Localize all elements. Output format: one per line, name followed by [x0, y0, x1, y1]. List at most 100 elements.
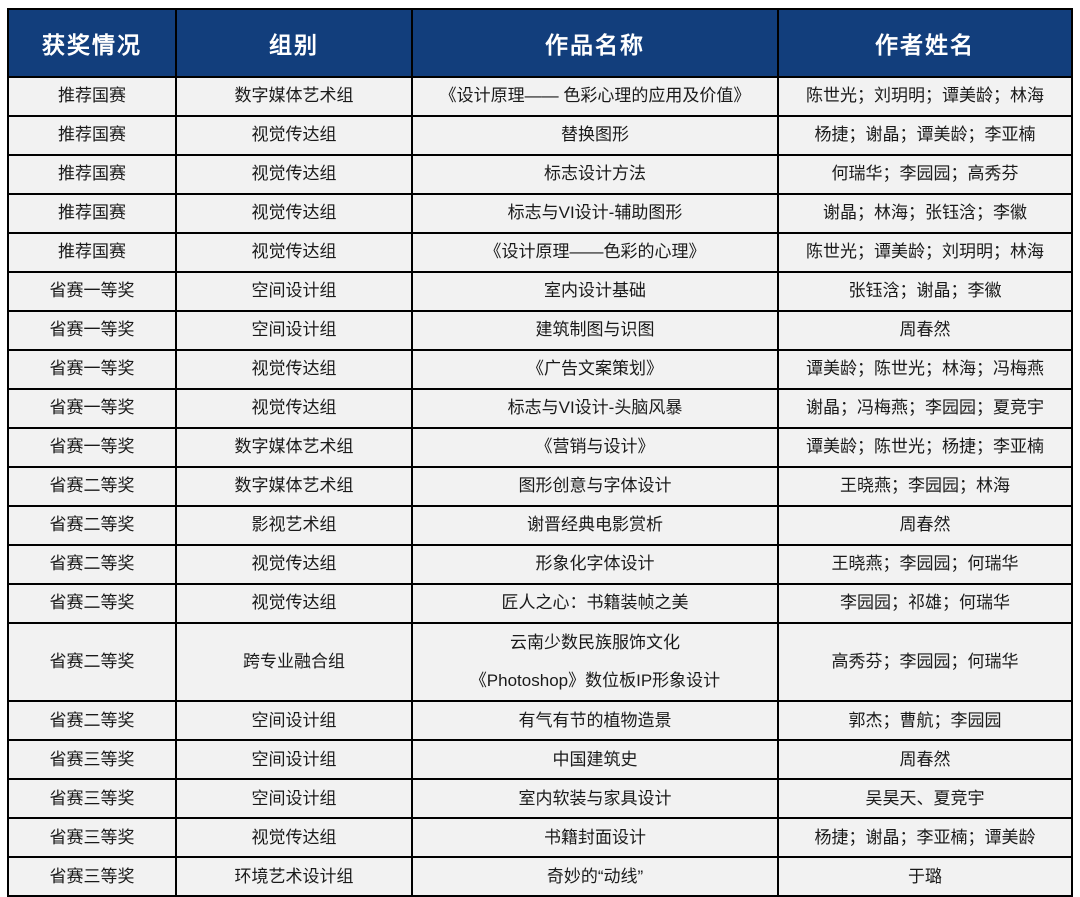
work-title-line: 中国建筑史 — [552, 749, 638, 769]
group-cell: 空间设计组 — [175, 739, 413, 781]
work-cell: 书籍封面设计 — [411, 817, 779, 859]
group-cell: 视觉传达组 — [175, 115, 413, 156]
table-row: 推荐国赛 视觉传达组 《设计原理——色彩的心理》 陈世光；谭美龄；刘玥明；林海 — [7, 232, 1073, 273]
group-cell: 空间设计组 — [175, 310, 413, 351]
work-cell: 中国建筑史 — [411, 739, 779, 781]
table-row: 省赛一等奖 空间设计组 室内设计基础 张钰浛；谢晶；李徽 — [7, 271, 1073, 312]
award-cell: 推荐国赛 — [7, 154, 177, 195]
award-cell: 省赛一等奖 — [7, 271, 177, 312]
work-title-line: 形象化字体设计 — [535, 554, 655, 574]
work-cell: 建筑制图与识图 — [411, 310, 779, 351]
table-body: 推荐国赛 数字媒体艺术组 《设计原理—— 色彩心理的应用及价值》 陈世光；刘玥明… — [7, 76, 1073, 897]
table-row: 省赛一等奖 视觉传达组 《广告文案策划》 谭美龄；陈世光；林海；冯梅燕 — [7, 349, 1073, 390]
table-row: 省赛二等奖 跨专业融合组 云南少数民族服饰文化 《Photoshop》数位板IP形… — [7, 621, 1073, 703]
group-cell: 空间设计组 — [175, 271, 413, 312]
work-cell: 形象化字体设计 — [411, 544, 779, 585]
table-row: 省赛二等奖 数字媒体艺术组 图形创意与字体设计 王晓燕；李园园；林海 — [7, 466, 1073, 507]
group-cell: 视觉传达组 — [175, 193, 413, 234]
authors-cell: 谭美龄；陈世光；林海；冯梅燕 — [777, 349, 1073, 390]
table-row: 省赛一等奖 空间设计组 建筑制图与识图 周春然 — [7, 310, 1073, 351]
group-cell: 视觉传达组 — [175, 349, 413, 390]
table-row: 推荐国赛 数字媒体艺术组 《设计原理—— 色彩心理的应用及价值》 陈世光；刘玥明… — [7, 76, 1073, 117]
table-row: 省赛一等奖 视觉传达组 标志与VI设计-头脑风暴 谢晶；冯梅燕；李园园；夏竞宇 — [7, 388, 1073, 429]
work-title-line: 图形创意与字体设计 — [518, 476, 672, 496]
group-cell: 视觉传达组 — [175, 544, 413, 585]
group-cell: 视觉传达组 — [175, 817, 413, 859]
award-cell: 推荐国赛 — [7, 76, 177, 117]
authors-cell: 李园园；祁雄；何瑞华 — [777, 583, 1073, 624]
work-cell: 室内设计基础 — [411, 271, 779, 312]
award-cell: 省赛三等奖 — [7, 778, 177, 820]
authors-cell: 王晓燕；李园园；何瑞华 — [777, 544, 1073, 585]
work-title-line: 建筑制图与识图 — [535, 320, 655, 340]
authors-cell: 谭美龄；陈世光；杨捷；李亚楠 — [777, 427, 1073, 468]
authors-cell: 谢晶；林海；张钰浛；李徽 — [777, 193, 1073, 234]
work-cell: 标志与VI设计-头脑风暴 — [411, 388, 779, 429]
authors-cell: 于璐 — [777, 856, 1073, 897]
group-cell: 环境艺术设计组 — [175, 856, 413, 897]
header-group: 组别 — [175, 8, 413, 78]
header-authors: 作者姓名 — [777, 8, 1073, 78]
group-cell: 视觉传达组 — [175, 232, 413, 273]
group-cell: 视觉传达组 — [175, 583, 413, 624]
work-title-line: 《广告文案策划》 — [527, 359, 663, 379]
award-cell: 省赛三等奖 — [7, 817, 177, 859]
work-cell: 云南少数民族服饰文化 《Photoshop》数位板IP形象设计 — [411, 621, 779, 703]
authors-cell: 周春然 — [777, 505, 1073, 546]
authors-cell: 谢晶；冯梅燕；李园园；夏竞宇 — [777, 388, 1073, 429]
table-row: 省赛二等奖 空间设计组 有气有节的植物造景 郭杰；曹航；李园园 — [7, 700, 1073, 742]
table-header: 获奖情况 组别 作品名称 作者姓名 — [7, 8, 1073, 78]
awards-table: 获奖情况 组别 作品名称 作者姓名 推荐国赛 数字媒体艺术组 《设计原理—— 色… — [7, 8, 1073, 897]
work-cell: 有气有节的植物造景 — [411, 700, 779, 742]
header-work: 作品名称 — [411, 8, 779, 78]
work-title-line: 室内设计基础 — [544, 281, 646, 301]
work-title-line: 有气有节的植物造景 — [518, 710, 672, 730]
group-cell: 空间设计组 — [175, 778, 413, 820]
work-title-line: 《Photoshop》数位板IP形象设计 — [469, 671, 721, 691]
work-title-line: 标志设计方法 — [544, 164, 646, 184]
table-row: 推荐国赛 视觉传达组 标志设计方法 何瑞华；李园园；高秀芬 — [7, 154, 1073, 195]
work-cell: 标志与VI设计-辅助图形 — [411, 193, 779, 234]
work-title-line: 标志与VI设计-辅助图形 — [507, 203, 683, 223]
table-row: 推荐国赛 视觉传达组 替换图形 杨捷；谢晶；谭美龄；李亚楠 — [7, 115, 1073, 156]
authors-cell: 高秀芬；李园园；何瑞华 — [777, 621, 1073, 703]
award-cell: 推荐国赛 — [7, 193, 177, 234]
table-row: 省赛三等奖 空间设计组 室内软装与家具设计 吴昊天、夏竞宇 — [7, 778, 1073, 820]
table-row: 省赛三等奖 环境艺术设计组 奇妙的“动线” 于璐 — [7, 856, 1073, 897]
document-page: 获奖情况 组别 作品名称 作者姓名 推荐国赛 数字媒体艺术组 《设计原理—— 色… — [7, 8, 1073, 897]
work-title-line: 室内软装与家具设计 — [518, 788, 672, 808]
work-cell: 图形创意与字体设计 — [411, 466, 779, 507]
work-cell: 奇妙的“动线” — [411, 856, 779, 897]
group-cell: 数字媒体艺术组 — [175, 427, 413, 468]
award-cell: 省赛一等奖 — [7, 310, 177, 351]
work-cell: 匠人之心：书籍装帧之美 — [411, 583, 779, 624]
work-title-line: 标志与VI设计-头脑风暴 — [507, 398, 683, 418]
award-cell: 省赛二等奖 — [7, 700, 177, 742]
authors-cell: 郭杰；曹航；李园园 — [777, 700, 1073, 742]
award-cell: 省赛二等奖 — [7, 583, 177, 624]
group-cell: 数字媒体艺术组 — [175, 76, 413, 117]
group-cell: 数字媒体艺术组 — [175, 466, 413, 507]
authors-cell: 何瑞华；李园园；高秀芬 — [777, 154, 1073, 195]
award-cell: 推荐国赛 — [7, 232, 177, 273]
table-row: 推荐国赛 视觉传达组 标志与VI设计-辅助图形 谢晶；林海；张钰浛；李徽 — [7, 193, 1073, 234]
authors-cell: 陈世光；谭美龄；刘玥明；林海 — [777, 232, 1073, 273]
award-cell: 省赛一等奖 — [7, 349, 177, 390]
table-row: 省赛三等奖 视觉传达组 书籍封面设计 杨捷；谢晶；李亚楠；谭美龄 — [7, 817, 1073, 859]
award-cell: 省赛二等奖 — [7, 544, 177, 585]
work-title-line: 《设计原理—— 色彩心理的应用及价值》 — [439, 86, 751, 106]
work-cell: 《广告文案策划》 — [411, 349, 779, 390]
work-cell: 标志设计方法 — [411, 154, 779, 195]
authors-cell: 杨捷；谢晶；李亚楠；谭美龄 — [777, 817, 1073, 859]
authors-cell: 周春然 — [777, 310, 1073, 351]
group-cell: 跨专业融合组 — [175, 621, 413, 703]
group-cell: 空间设计组 — [175, 700, 413, 742]
award-cell: 省赛二等奖 — [7, 621, 177, 703]
group-cell: 视觉传达组 — [175, 154, 413, 195]
work-cell: 《营销与设计》 — [411, 427, 779, 468]
authors-cell: 周春然 — [777, 739, 1073, 781]
work-cell: 《设计原理——色彩的心理》 — [411, 232, 779, 273]
table-row: 省赛一等奖 数字媒体艺术组 《营销与设计》 谭美龄；陈世光；杨捷；李亚楠 — [7, 427, 1073, 468]
work-title-line: 匠人之心：书籍装帧之美 — [501, 593, 689, 613]
work-title-line: 替换图形 — [561, 125, 629, 145]
